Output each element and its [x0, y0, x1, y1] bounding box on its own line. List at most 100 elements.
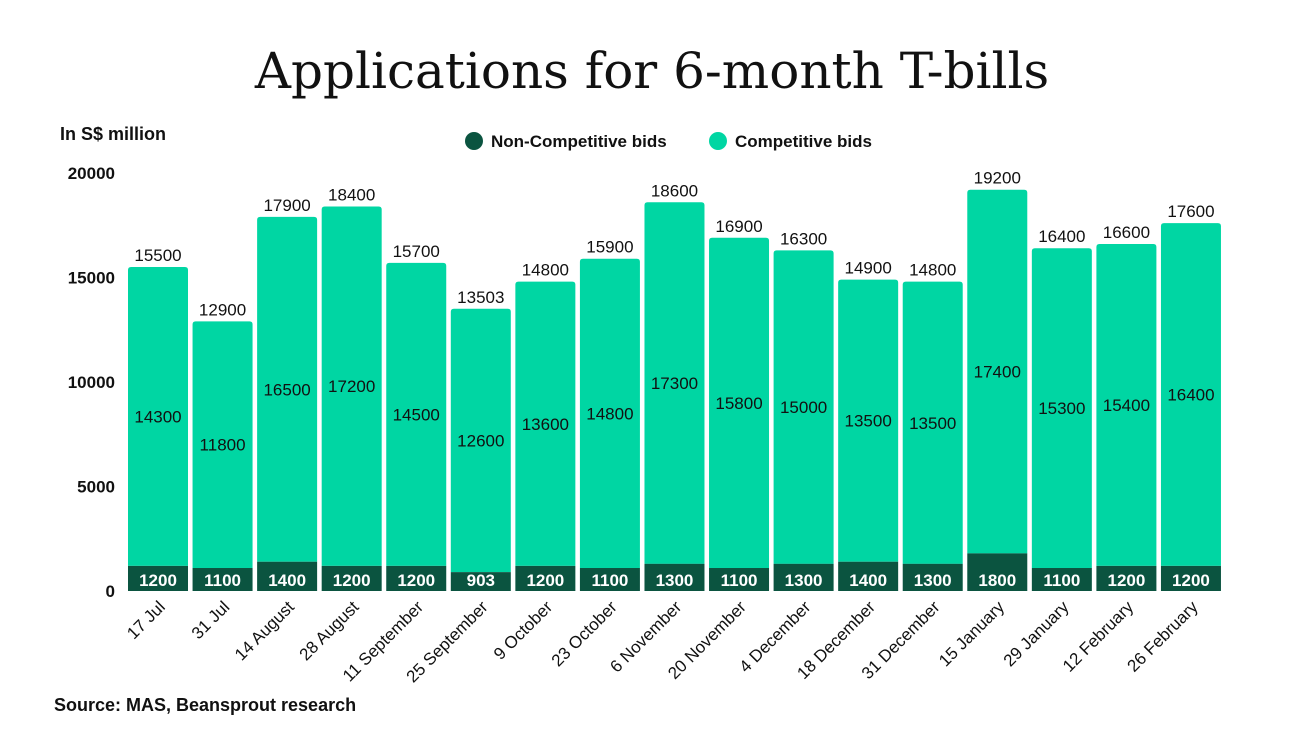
bar-competitive — [386, 262, 447, 566]
bar-non-competitive — [902, 563, 963, 591]
bar-non-competitive — [1096, 565, 1157, 591]
data-label-non-competitive: 1200 — [526, 571, 564, 590]
data-label-non-competitive: 1100 — [721, 571, 758, 590]
data-label-non-competitive: 1300 — [656, 571, 694, 590]
bar-non-competitive — [128, 565, 188, 591]
bar-competitive — [1096, 244, 1157, 566]
data-label-competitive: 13500 — [845, 412, 892, 431]
data-label-competitive: 14300 — [134, 407, 181, 426]
data-label-total: 19200 — [974, 169, 1021, 188]
x-tick-label: 17 Jul — [123, 597, 169, 643]
data-label-total: 16600 — [1103, 223, 1150, 242]
data-label-competitive: 16400 — [1167, 386, 1214, 405]
x-tick-label: 28 August — [296, 597, 363, 664]
bar-competitive — [257, 216, 318, 562]
y-tick-label: 10000 — [68, 373, 115, 392]
x-tick-label: 14 August — [231, 597, 298, 664]
data-label-competitive: 15000 — [780, 398, 827, 417]
data-label-competitive: 13500 — [909, 414, 956, 433]
data-label-total: 13503 — [457, 288, 504, 307]
data-label-total: 15900 — [586, 238, 633, 257]
bar-non-competitive — [450, 572, 511, 591]
data-label-non-competitive: 903 — [467, 571, 495, 590]
chart-title: Applications for 6-month T-bills — [254, 42, 1049, 100]
legend-label-competitive: Competitive bids — [735, 132, 872, 151]
bar-competitive — [644, 202, 705, 564]
data-label-non-competitive: 1200 — [1172, 571, 1210, 590]
bar-competitive — [1031, 248, 1092, 569]
bar-non-competitive — [515, 565, 576, 591]
bar-competitive — [192, 321, 253, 569]
data-label-total: 14800 — [522, 261, 569, 280]
data-label-competitive: 11800 — [200, 436, 246, 455]
bar-non-competitive — [192, 568, 253, 591]
data-label-total: 18600 — [651, 181, 698, 200]
bar-non-competitive — [644, 563, 705, 591]
data-label-competitive: 13600 — [522, 415, 569, 434]
data-label-total: 12900 — [199, 300, 246, 319]
data-label-non-competitive: 1400 — [268, 571, 306, 590]
bars: 1200 14300 15500 17 Jul 1100 11800 12900 31 Jul… — [123, 169, 1221, 686]
legend-swatch-competitive — [709, 132, 727, 150]
bar-non-competitive — [709, 568, 770, 591]
x-tick-label: 31 Jul — [188, 597, 234, 643]
data-label-competitive: 17300 — [651, 374, 698, 393]
bar-competitive — [450, 308, 511, 573]
data-label-total: 14800 — [909, 261, 956, 280]
data-label-non-competitive: 1200 — [333, 571, 371, 590]
legend-label-non-competitive: Non-Competitive bids — [491, 132, 667, 151]
data-label-non-competitive: 1100 — [1043, 571, 1080, 590]
legend-swatch-non-competitive — [465, 132, 483, 150]
data-label-non-competitive: 1200 — [139, 571, 177, 590]
y-axis-label: In S$ million — [60, 124, 166, 144]
bar-competitive — [579, 258, 640, 569]
x-tick-label: 15 January — [935, 597, 1008, 670]
data-label-competitive: 17200 — [328, 377, 375, 396]
bar-competitive — [773, 250, 834, 564]
bar-non-competitive — [579, 568, 640, 591]
bar-non-competitive — [257, 561, 318, 591]
y-tick-label: 20000 — [68, 164, 115, 183]
bar-competitive — [709, 237, 770, 569]
bar-non-competitive — [773, 563, 834, 591]
data-label-competitive: 16500 — [263, 380, 310, 399]
data-label-competitive: 15300 — [1038, 399, 1085, 418]
data-label-total: 15500 — [134, 246, 181, 265]
bar-competitive — [321, 206, 382, 566]
bar-competitive — [902, 281, 963, 564]
data-label-non-competitive: 1100 — [591, 571, 628, 590]
bar-non-competitive — [321, 565, 382, 591]
bar-competitive — [515, 281, 576, 566]
data-label-total: 15700 — [393, 242, 440, 261]
bar-non-competitive — [1160, 565, 1221, 591]
data-label-competitive: 15800 — [715, 394, 762, 413]
y-tick-label: 5000 — [77, 478, 115, 497]
data-label-total: 14900 — [845, 259, 892, 278]
data-label-total: 18400 — [328, 185, 375, 204]
bar-non-competitive — [386, 565, 447, 591]
data-label-non-competitive: 1300 — [914, 571, 952, 590]
data-label-total: 16900 — [715, 217, 762, 236]
bar-non-competitive — [838, 561, 899, 591]
y-axis: 0 5000 10000 15000 20000 — [68, 164, 115, 601]
data-label-competitive: 14500 — [393, 405, 440, 424]
data-label-non-competitive: 1400 — [849, 571, 887, 590]
bar-competitive — [1160, 223, 1221, 566]
data-label-non-competitive: 1200 — [397, 571, 435, 590]
data-label-competitive: 14800 — [586, 404, 633, 423]
data-label-competitive: 15400 — [1103, 396, 1150, 415]
data-label-non-competitive: 1200 — [1107, 571, 1145, 590]
data-label-non-competitive: 1100 — [204, 571, 241, 590]
data-label-total: 16400 — [1038, 227, 1085, 246]
data-label-total: 17600 — [1167, 202, 1214, 221]
y-tick-label: 0 — [106, 582, 115, 601]
bar-competitive — [128, 267, 188, 566]
legend: Non-Competitive bids Competitive bids — [465, 132, 872, 151]
bar-competitive — [967, 189, 1028, 554]
bar-non-competitive — [967, 553, 1028, 591]
x-tick-label: 26 February — [1124, 597, 1203, 676]
bar-non-competitive — [1031, 568, 1092, 591]
data-label-competitive: 12600 — [457, 431, 504, 450]
bar-competitive — [838, 279, 899, 562]
